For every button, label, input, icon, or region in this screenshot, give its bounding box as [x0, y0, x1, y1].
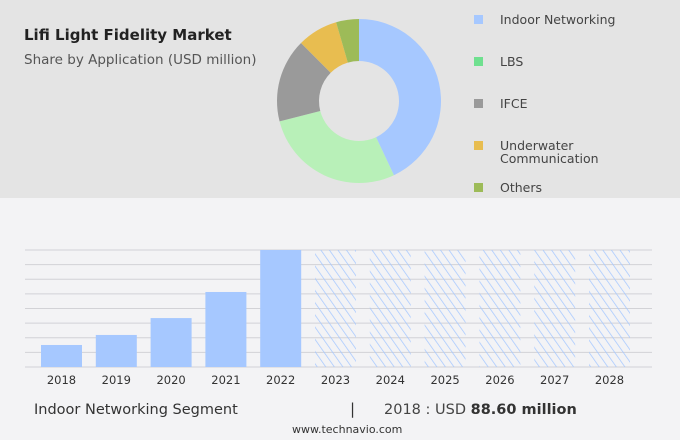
forecast-bar-2023 [315, 250, 356, 367]
slice-others [336, 19, 359, 63]
bar-2021 [205, 291, 247, 367]
legend-swatch [474, 141, 483, 150]
year-label: 2018 : USD [384, 402, 466, 418]
slice-underwater-communication [301, 22, 348, 73]
legend-label: Others [500, 180, 543, 195]
legend-swatch [474, 99, 483, 108]
x-tick-label: 2019 [102, 373, 131, 387]
bar-2020 [150, 318, 192, 367]
slice-indoor-networking [359, 19, 441, 176]
slice-ifce [277, 43, 331, 122]
legend-label: Underwater Communication [500, 138, 599, 166]
legend-swatch [474, 15, 483, 24]
legend-label: LBS [500, 54, 524, 69]
x-tick-label: 2028 [595, 373, 624, 387]
x-tick-label: 2026 [485, 373, 514, 387]
legend-swatch [474, 183, 483, 192]
bar-2018 [41, 344, 82, 367]
forecast-bar-2027 [534, 250, 576, 367]
legend-label: IFCE [500, 96, 528, 111]
forecast-bar-2024 [369, 250, 411, 367]
slice-lbs [279, 110, 394, 183]
chart-title: Lifi Light Fidelity Market [24, 26, 232, 44]
x-tick-label: 2018 [47, 373, 76, 387]
separator: | [350, 400, 356, 418]
x-tick-label: 2024 [376, 373, 405, 387]
bar-2022 [260, 250, 302, 367]
value-text: 88.60 million [470, 402, 577, 418]
x-tick-label: 2023 [321, 373, 350, 387]
source-url: www.technavio.com [292, 423, 403, 436]
forecast-bar-2028 [589, 250, 630, 367]
x-tick-label: 2025 [430, 373, 459, 387]
forecast-bar-2025 [424, 250, 466, 367]
segment-value: 2018 : USD 88.60 million [384, 402, 577, 418]
legend-label: Indoor Networking [500, 12, 616, 27]
legend-swatch [474, 57, 483, 66]
chart-subtitle: Share by Application (USD million) [24, 52, 257, 68]
x-tick-label: 2022 [266, 373, 295, 387]
bar-2019 [95, 334, 137, 367]
forecast-bar-2026 [479, 250, 521, 367]
x-tick-label: 2020 [156, 373, 185, 387]
x-tick-label: 2027 [540, 373, 569, 387]
x-tick-label: 2021 [211, 373, 240, 387]
segment-label: Indoor Networking Segment [34, 402, 238, 418]
